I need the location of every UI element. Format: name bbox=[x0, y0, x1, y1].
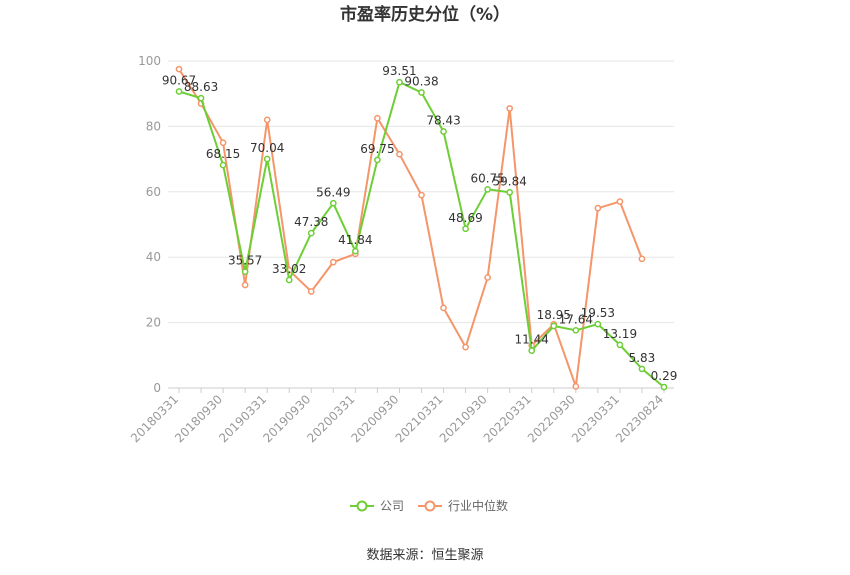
grid-lines bbox=[168, 60, 674, 389]
series-point-0 bbox=[285, 276, 293, 284]
series-point-0 bbox=[506, 188, 514, 196]
legend[interactable]: 公司 行业中位数 bbox=[350, 498, 508, 513]
data-label: 88.63 bbox=[184, 80, 218, 94]
data-label: 69.75 bbox=[360, 142, 394, 156]
x-tick-label: 20230824 bbox=[613, 392, 666, 445]
data-label: 56.49 bbox=[316, 185, 350, 199]
data-label: 17.64 bbox=[559, 312, 593, 326]
series-point-0 bbox=[263, 155, 271, 163]
series-point-0 bbox=[352, 247, 359, 255]
data-label: 48.69 bbox=[448, 211, 482, 225]
data-label: 5.83 bbox=[629, 351, 656, 365]
series-point-1 bbox=[175, 65, 183, 73]
series-point-1 bbox=[241, 281, 249, 289]
data-source: 数据来源：恒生聚源 bbox=[366, 548, 483, 563]
series-point-0 bbox=[329, 199, 337, 207]
series-point-1 bbox=[418, 191, 425, 199]
series-point-0 bbox=[175, 88, 183, 95]
series-point-1 bbox=[638, 255, 646, 263]
series-point-0 bbox=[638, 365, 646, 373]
x-axis: 2018033120180930201903312019093020200331… bbox=[128, 388, 666, 445]
series-point-0 bbox=[462, 225, 469, 233]
series-point-1 bbox=[506, 105, 514, 112]
data-label: 90.67 bbox=[162, 74, 196, 88]
series-point-0 bbox=[307, 229, 315, 237]
legend-marker bbox=[424, 500, 436, 512]
data-label: 41.84 bbox=[338, 233, 372, 247]
y-axis: 0 20 40 60 80 100 bbox=[138, 54, 161, 395]
data-label: 35.57 bbox=[228, 254, 262, 268]
data-label: 33.02 bbox=[272, 262, 306, 276]
series-point-1 bbox=[440, 304, 447, 312]
y-tick-label: 80 bbox=[146, 119, 161, 133]
series-point-1 bbox=[219, 139, 227, 147]
series-point-1 bbox=[484, 274, 491, 281]
y-tick-label: 60 bbox=[146, 185, 161, 199]
data-label: 70.04 bbox=[250, 141, 284, 155]
series-line-0 bbox=[178, 81, 665, 388]
series-point-1 bbox=[329, 258, 337, 266]
data-label: 18.95 bbox=[537, 308, 571, 322]
series-point-0 bbox=[594, 320, 602, 328]
series-point-0 bbox=[241, 268, 249, 276]
series-point-0 bbox=[550, 322, 558, 330]
data-label: 59.84 bbox=[493, 174, 527, 188]
series-point-0 bbox=[396, 78, 403, 86]
series-layer bbox=[175, 65, 668, 391]
y-tick-label: 20 bbox=[146, 316, 161, 330]
legend-label: 行业中位数 bbox=[448, 498, 508, 513]
series-point-1 bbox=[396, 150, 403, 158]
data-label: 13.19 bbox=[603, 327, 637, 341]
y-tick-label: 40 bbox=[146, 250, 161, 264]
series-point-0 bbox=[440, 128, 447, 135]
legend-marker bbox=[356, 500, 368, 512]
series-point-1 bbox=[462, 343, 469, 351]
legend-item-0[interactable]: 公司 bbox=[350, 499, 404, 513]
series-point-0 bbox=[374, 156, 381, 164]
data-label: 11.44 bbox=[515, 333, 549, 347]
series-point-1 bbox=[616, 198, 624, 205]
series-point-1 bbox=[572, 383, 580, 390]
series-point-0 bbox=[616, 341, 624, 349]
legend-label: 公司 bbox=[380, 499, 404, 513]
legend-item-1[interactable]: 行业中位数 bbox=[418, 498, 508, 513]
series-point-1 bbox=[307, 288, 315, 295]
series-point-1 bbox=[263, 116, 271, 124]
data-label: 93.51 bbox=[382, 64, 416, 78]
data-label: 0.29 bbox=[651, 369, 678, 383]
series-point-0 bbox=[528, 347, 536, 354]
series-point-1 bbox=[374, 114, 381, 122]
data-label: 78.43 bbox=[426, 114, 460, 128]
data-label: 47.38 bbox=[294, 215, 328, 229]
series-point-0 bbox=[484, 185, 491, 193]
y-tick-label: 100 bbox=[138, 54, 161, 68]
chart-title: 市盈率历史分位（%） bbox=[340, 4, 510, 25]
series-point-0 bbox=[197, 94, 205, 102]
data-label: 60.75 bbox=[470, 171, 504, 185]
series-point-1 bbox=[594, 204, 602, 212]
series-line-1 bbox=[178, 68, 643, 388]
data-label: 19.53 bbox=[581, 306, 615, 320]
data-label: 68.15 bbox=[206, 147, 240, 161]
data-label: 90.38 bbox=[404, 74, 438, 88]
series-point-0 bbox=[219, 161, 227, 169]
y-tick-label: 0 bbox=[153, 381, 161, 395]
series-point-0 bbox=[660, 383, 668, 391]
series-point-0 bbox=[572, 326, 580, 334]
series-point-0 bbox=[418, 89, 425, 96]
